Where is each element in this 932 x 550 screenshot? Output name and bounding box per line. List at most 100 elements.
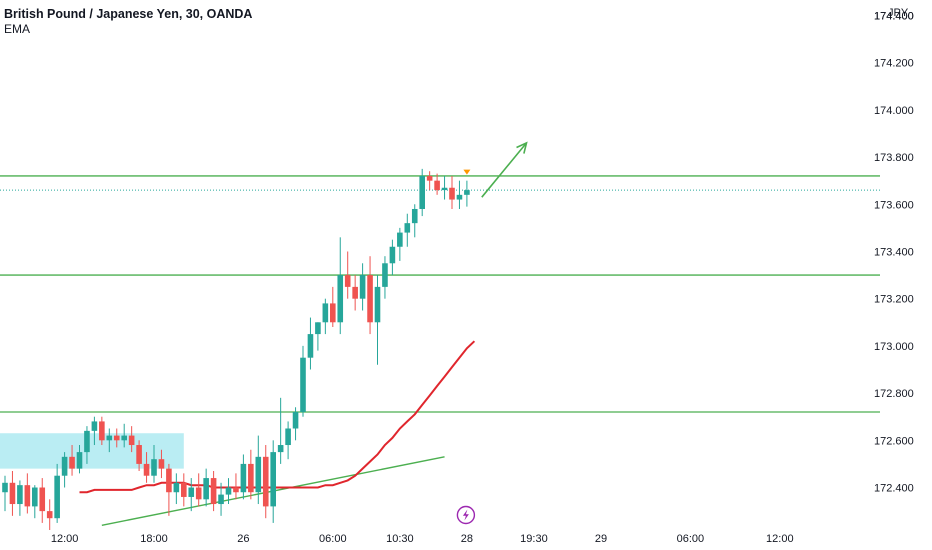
candle	[411, 204, 418, 238]
candle	[203, 468, 209, 507]
candle-body	[255, 456, 262, 493]
candle-body	[121, 435, 127, 441]
y-tick-label: 172.400	[874, 483, 914, 495]
x-tick-label: 28	[461, 533, 473, 545]
candle	[54, 463, 60, 523]
candle	[352, 275, 358, 311]
candle	[151, 445, 157, 483]
candle-body	[270, 452, 276, 507]
candle	[367, 256, 373, 335]
candle	[434, 173, 440, 195]
projection-arrow	[481, 142, 528, 198]
candle	[397, 227, 403, 261]
candle-body	[91, 421, 98, 431]
candle-body	[397, 232, 403, 247]
candle	[344, 251, 351, 299]
candle	[315, 322, 321, 351]
candle	[106, 428, 113, 453]
candle-body	[203, 478, 209, 500]
candle	[337, 237, 344, 335]
candle-body	[389, 246, 396, 264]
chart-title: British Pound / Japanese Yen, 30, OANDA	[4, 7, 253, 21]
candle	[426, 171, 433, 191]
candle-body	[188, 487, 195, 497]
y-tick-label: 173.800	[874, 152, 914, 164]
candle	[2, 475, 8, 512]
candle-body	[195, 487, 202, 500]
candle	[166, 463, 172, 516]
candle-body	[181, 482, 187, 497]
candle-body	[419, 175, 425, 209]
candle	[330, 286, 336, 328]
candle-body	[69, 456, 75, 469]
candle	[69, 445, 75, 476]
candle-body	[464, 190, 470, 195]
candle	[382, 256, 388, 299]
candle-body	[277, 445, 284, 453]
candle	[91, 416, 98, 446]
candle-body	[39, 487, 46, 512]
projection-arrowhead	[516, 141, 528, 154]
candle	[128, 426, 135, 453]
candle-body	[262, 456, 269, 507]
candle-body	[210, 478, 217, 505]
candle	[270, 440, 276, 523]
candle	[32, 485, 38, 519]
candle-body	[449, 187, 455, 200]
candle	[121, 423, 127, 448]
candle	[404, 213, 411, 247]
x-tick-label: 18:00	[140, 533, 168, 545]
candle-body	[113, 435, 120, 441]
candle	[46, 499, 53, 530]
lightning-icon[interactable]	[456, 505, 476, 525]
y-tick-label: 174.400	[874, 10, 914, 22]
candle-body	[374, 286, 381, 323]
candle	[9, 470, 16, 516]
candle-body	[99, 421, 105, 441]
candle	[195, 473, 202, 507]
indicator-label-ema[interactable]: EMA	[4, 22, 31, 36]
candle	[84, 426, 90, 464]
candle	[456, 180, 463, 209]
y-tick-label: 174.000	[874, 105, 914, 117]
candle-body	[322, 303, 329, 323]
candle	[173, 473, 180, 505]
candle-body	[84, 430, 90, 453]
candle-body	[456, 194, 463, 200]
candle-body	[2, 482, 8, 493]
candle-body	[128, 435, 135, 446]
candle	[158, 449, 165, 479]
candle-body	[307, 334, 314, 358]
ema-line	[79, 340, 476, 494]
y-tick-label: 172.600	[874, 435, 914, 447]
candle-body	[285, 428, 291, 446]
x-tick-label: 10:30	[386, 533, 414, 545]
candle	[17, 480, 23, 516]
candle-body	[106, 435, 113, 441]
candle-body	[359, 275, 366, 299]
candle-body	[54, 475, 60, 519]
candle-body	[46, 511, 53, 519]
candle-body	[352, 286, 358, 299]
x-tick-label: 12:00	[51, 533, 79, 545]
candle-body	[151, 459, 157, 476]
candle-body	[225, 487, 232, 495]
candle-body	[143, 463, 150, 476]
y-tick-label: 174.400	[874, 10, 914, 22]
candle-body	[382, 263, 388, 287]
candle	[464, 180, 470, 207]
currency-label: JPY	[888, 7, 909, 19]
candle	[99, 416, 105, 446]
candle	[113, 428, 120, 448]
candle	[449, 175, 455, 209]
y-tick-label: 173.400	[874, 246, 914, 258]
candle-body	[300, 357, 306, 412]
candle-body	[240, 463, 247, 493]
candle	[292, 407, 299, 441]
candle	[374, 275, 381, 365]
candle	[240, 454, 247, 500]
candle-body	[173, 482, 180, 493]
candle	[262, 445, 269, 519]
triangle-down-icon	[463, 169, 471, 175]
